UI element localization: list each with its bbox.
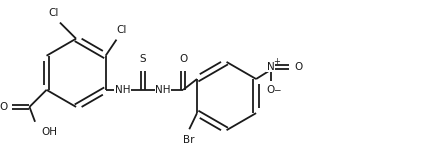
Text: NH: NH bbox=[115, 85, 130, 95]
Text: O: O bbox=[0, 102, 7, 112]
Text: +: + bbox=[273, 57, 280, 66]
Text: OH: OH bbox=[41, 127, 57, 137]
Text: NH: NH bbox=[155, 85, 171, 95]
Text: N: N bbox=[267, 62, 274, 72]
Text: O: O bbox=[294, 62, 303, 72]
Text: Cl: Cl bbox=[49, 8, 59, 18]
Text: Br: Br bbox=[183, 135, 194, 146]
Text: −: − bbox=[273, 85, 281, 94]
Text: O: O bbox=[179, 54, 187, 64]
Text: S: S bbox=[140, 54, 146, 64]
Text: O: O bbox=[267, 85, 275, 95]
Text: Cl: Cl bbox=[117, 25, 127, 35]
